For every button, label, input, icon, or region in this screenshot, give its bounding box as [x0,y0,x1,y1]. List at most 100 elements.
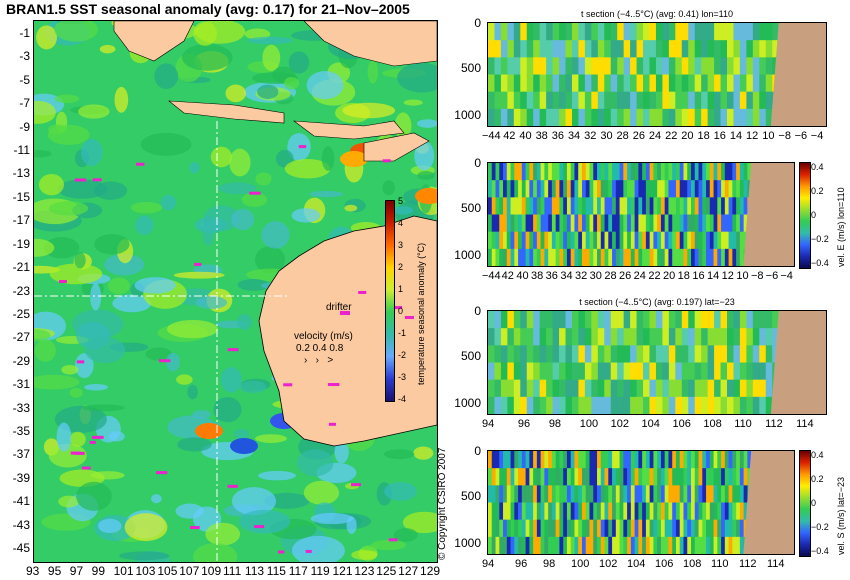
section-cell [566,485,572,503]
section-cell [657,180,662,198]
sst-texture-blob [74,252,86,269]
section-cell [732,536,737,554]
section-x-tick: 110 [711,558,729,570]
section-cell [513,328,521,346]
section-cell [546,91,554,110]
section-cell [608,231,613,250]
section-cell [701,396,709,414]
section-cell [739,23,747,41]
section-cell [728,197,733,215]
section-cell [533,248,538,266]
section-cell [655,379,663,398]
section-cell [559,485,564,503]
drifter-marker [382,159,391,163]
section-cell [688,311,696,329]
section-cell [642,502,647,521]
section-cell [668,536,673,554]
section-cell [765,57,773,75]
section-cell [727,57,734,75]
sst-texture-blob [393,528,418,542]
sst-texture-blob [258,470,296,481]
section-x-tick: 34 [560,270,573,282]
sst-texture-blob [234,428,250,440]
section-cell [536,231,542,250]
sst-texture-blob [145,347,173,361]
section-cell [721,536,726,554]
section-cell [752,40,760,58]
map-colorbar-tick: 3 [398,240,404,250]
section-cell [765,328,773,346]
section-cell [499,519,504,538]
section-cell [597,180,602,198]
section-cell [649,231,654,250]
section-cell [709,163,715,181]
section-cell [630,536,636,554]
section-x-tick: 14 [729,130,743,142]
section-cell [662,311,670,329]
section-cell [604,379,612,398]
section-cell [706,536,711,554]
sst-texture-blob [229,148,251,177]
section-cell [627,468,632,486]
section-cell [739,345,747,363]
java-land [168,100,285,124]
section-cell [732,180,737,198]
section-cell [645,231,651,250]
section-cell [593,451,598,469]
section-x-tick: −6 [765,270,779,282]
section-cell [526,57,534,75]
section-cell [488,163,493,181]
section-cell [706,468,711,486]
section-cell [698,468,703,486]
section-cell [559,451,564,469]
section-cell [559,91,567,110]
section-cell [653,451,658,469]
section-cell [539,57,547,75]
section-cell [694,502,700,521]
section-cell [533,197,538,215]
section-cell [706,519,711,538]
section-cell [520,23,528,41]
sst-texture-blob [48,201,89,216]
section-cell [668,57,676,75]
section-cell [536,163,542,181]
section-cell [746,23,754,41]
section-cell [668,502,673,521]
section-cell [529,231,534,250]
section-cell [720,74,728,93]
sst-texture-blob [193,543,238,562]
section-cell [732,248,737,266]
drifter-marker [328,383,340,387]
section-x-tick: 32 [584,130,597,142]
section-cell [732,214,737,233]
drifter-marker [277,550,285,554]
section-cell [499,231,504,250]
section-cell [672,248,677,266]
section-cell [506,451,512,469]
map-lon-tick: 99 [91,564,106,578]
section-cell [565,23,573,41]
section-cell [636,396,644,414]
section-cell [608,163,613,181]
section-colorbar-tick: −0.4 [811,258,829,268]
section-cell [721,197,726,215]
section-x-tick: 102 [599,558,618,570]
section-cell [506,519,512,538]
section-cell [694,214,700,233]
section-cell [630,163,636,181]
section-x-tick: 24 [633,270,646,282]
section-cell [563,163,568,181]
section-cell [610,23,618,41]
section-cell [551,536,557,554]
sst-texture-blob [417,171,435,180]
sst-texture-blob [48,443,87,468]
section-cell [503,214,508,233]
section-x-tick: 114 [796,418,814,430]
section-cell [617,57,625,75]
section-cell [513,91,521,110]
section-cell [514,519,519,538]
section-cell [691,248,696,266]
sst-texture-blob [334,439,349,464]
section-cell [540,536,545,554]
section-cell [702,468,707,486]
